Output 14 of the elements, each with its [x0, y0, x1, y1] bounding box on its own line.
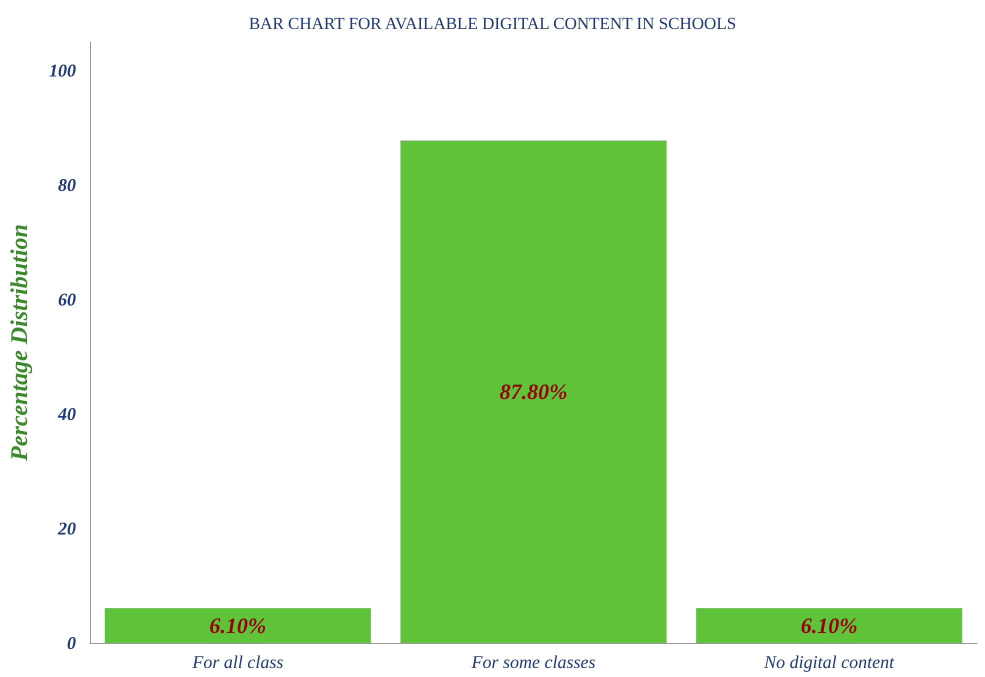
y-tick-label: 60: [58, 290, 76, 310]
y-tick-label: 80: [58, 175, 76, 196]
x-tick-label: For all class: [191, 652, 284, 672]
y-tick-label: 40: [57, 404, 76, 424]
x-tick-label: For some classes: [470, 652, 596, 672]
x-tick-label: No digital content: [763, 652, 896, 672]
data-label: 6.10%: [800, 613, 858, 638]
y-axis-title: Percentage Distribution: [7, 224, 33, 462]
y-tick-label: 20: [57, 518, 76, 539]
data-label: 6.10%: [209, 613, 266, 638]
y-tick-label: 0: [67, 633, 76, 653]
data-label: 87.80%: [500, 379, 568, 404]
chart-title: BAR CHART FOR AVAILABLE DIGITAL CONTENT IN SCHOOLS: [248, 14, 736, 33]
y-tick-label: 100: [49, 60, 76, 81]
